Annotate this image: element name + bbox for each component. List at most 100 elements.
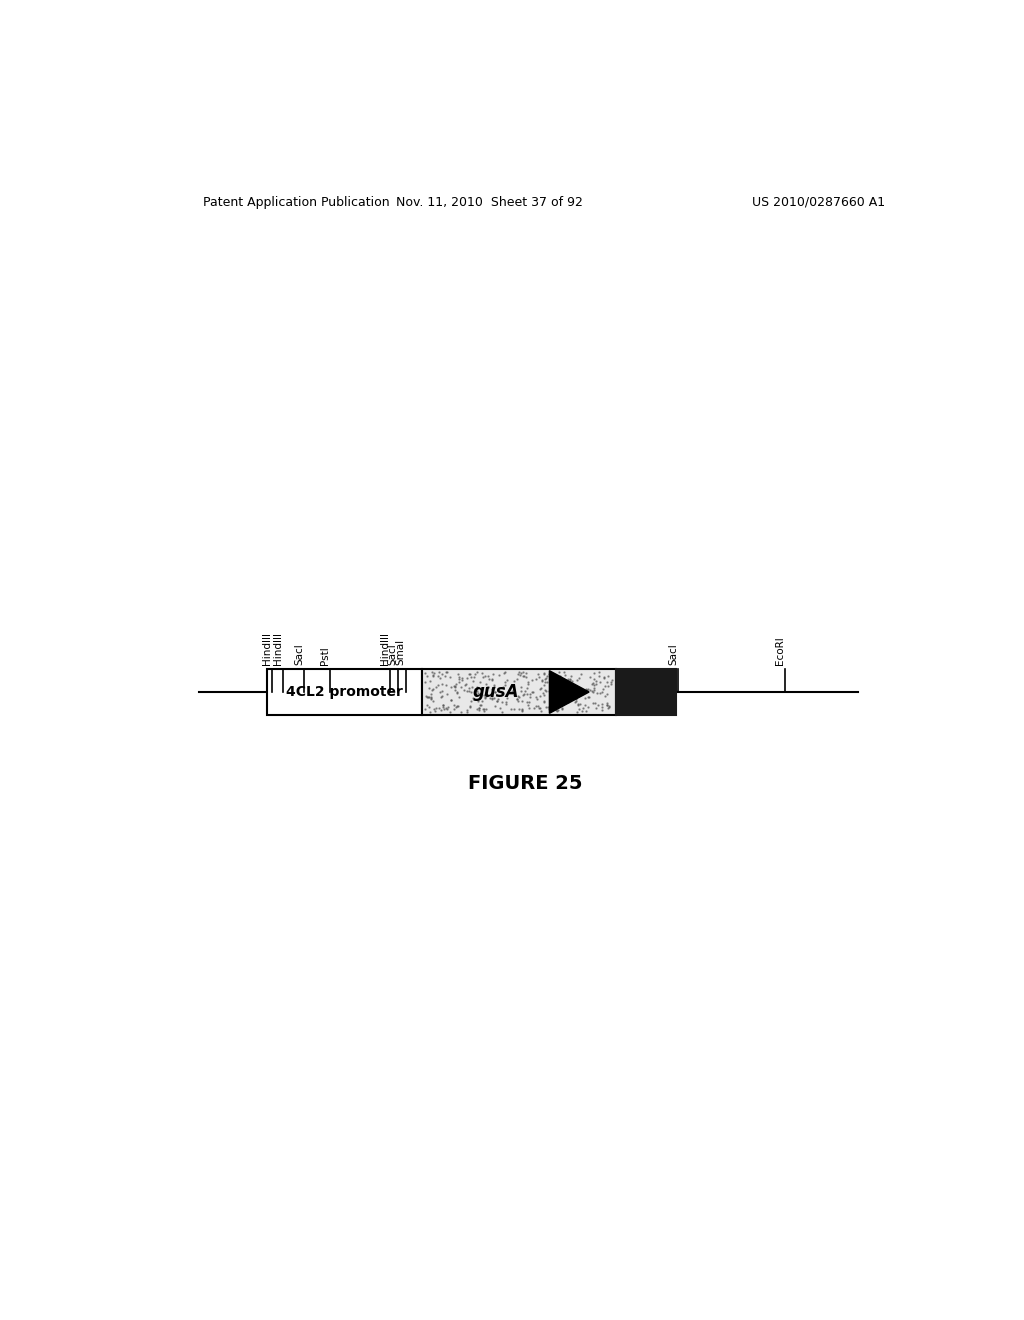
Point [536,675,552,696]
Point [503,698,519,719]
Point [587,693,603,714]
Point [425,690,441,711]
Point [432,681,449,702]
Point [529,696,546,717]
Point [504,680,520,701]
Point [574,698,591,719]
Point [539,668,555,689]
Point [587,678,603,700]
Point [585,673,601,694]
Point [559,682,575,704]
Point [510,685,526,706]
Point [542,664,558,685]
Point [562,677,579,698]
Point [454,669,470,690]
Point [579,678,595,700]
Point [456,680,472,701]
Point [445,698,462,719]
Point [581,678,597,700]
Point [541,664,557,685]
Point [436,698,453,719]
Point [573,663,590,684]
Point [438,698,455,719]
Point [517,667,534,688]
Point [535,671,551,692]
Point [528,686,545,708]
Point [483,668,500,689]
Point [427,701,443,722]
Point [586,677,602,698]
Point [568,689,585,710]
Point [548,696,564,717]
Point [473,694,489,715]
Point [422,686,438,708]
Point [424,680,440,701]
Point [423,689,439,710]
Text: HindIII: HindIII [262,631,271,664]
Bar [616,669,676,715]
Point [458,673,474,694]
Point [541,698,557,719]
Point [509,689,525,710]
Point [483,678,500,700]
Point [446,676,463,697]
Point [475,685,492,706]
Point [560,668,577,689]
Point [537,672,553,693]
Point [595,678,611,700]
Point [566,692,583,713]
Text: FIGURE 25: FIGURE 25 [468,774,582,793]
Point [549,701,565,722]
Point [569,669,586,690]
Point [589,682,605,704]
Point [462,663,478,684]
Point [531,698,548,719]
Point [566,684,583,705]
Point [531,685,548,706]
Point [438,675,455,696]
Point [488,690,505,711]
Point [547,693,563,714]
Point [478,677,495,698]
Point [440,697,457,718]
Point [421,686,437,708]
Point [600,697,616,718]
Point [586,675,602,696]
Point [452,669,468,690]
Point [439,661,456,682]
Point [591,661,607,682]
Point [417,671,433,692]
Point [494,701,510,722]
Point [426,663,442,684]
Point [583,680,599,701]
Bar [422,669,616,715]
Point [496,663,512,684]
Point [449,681,465,702]
Text: SmaI: SmaI [395,639,406,664]
Point [475,667,492,688]
Point [588,697,604,718]
Point [497,671,513,692]
Point [541,681,557,702]
Point [422,671,438,692]
Point [451,664,467,685]
Point [433,680,450,701]
Point [532,700,549,721]
Point [435,697,452,718]
Point [537,668,553,689]
Point [495,676,511,697]
Text: SacI: SacI [388,643,397,664]
Point [477,673,494,694]
Point [571,698,588,719]
Point [523,671,540,692]
Point [555,675,571,696]
Point [470,682,486,704]
Point [525,681,542,702]
Point [422,701,438,722]
Point [546,672,562,693]
Point [467,663,483,684]
Point [461,663,477,684]
Point [480,676,497,697]
Point [525,697,542,718]
Point [593,693,609,714]
